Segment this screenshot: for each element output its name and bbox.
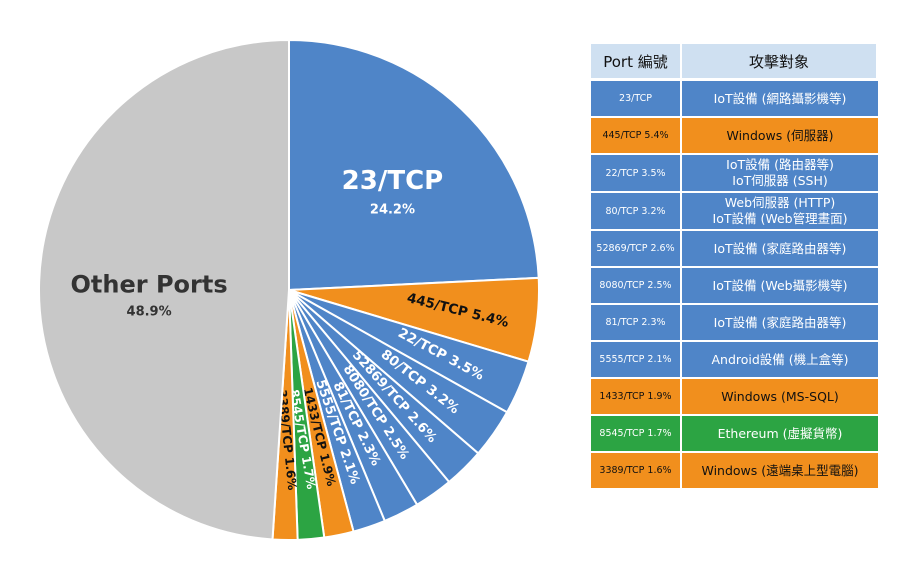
table-row: 8080/TCP 2.5% IoT設備 (Web攝影機等)	[591, 268, 878, 305]
port-cell: 3389/TCP 1.6%	[591, 453, 682, 490]
target-cell: IoT設備 (路由器等) IoT伺服器 (SSH)	[682, 155, 878, 193]
port-cell: 22/TCP 3.5%	[591, 155, 682, 193]
table-row: 3389/TCP 1.6% Windows (遠端桌上型電腦)	[591, 453, 878, 490]
table-body: 23/TCP IoT設備 (網路攝影機等) 445/TCP 5.4% Windows …	[591, 81, 878, 490]
table-header-row: Port 編號 攻擊對象	[591, 44, 878, 81]
target-line: IoT伺服器 (SSH)	[732, 173, 828, 188]
target-cell: Windows (遠端桌上型電腦)	[682, 453, 878, 490]
port-cell: 5555/TCP 2.1%	[591, 342, 682, 379]
port-cell: 52869/TCP 2.6%	[591, 231, 682, 268]
target-cell: IoT設備 (Web攝影機等)	[682, 268, 878, 305]
target-line: IoT設備 (網路攝影機等)	[713, 90, 847, 106]
target-cell: IoT設備 (家庭路由器等)	[682, 231, 878, 268]
pie-slice	[288, 38, 540, 292]
table-row: 52869/TCP 2.6% IoT設備 (家庭路由器等)	[591, 231, 878, 268]
port-cell: 80/TCP 3.2%	[591, 193, 682, 231]
table-row: 23/TCP IoT設備 (網路攝影機等)	[591, 81, 878, 118]
target-cell: Web伺服器 (HTTP) IoT設備 (Web管理畫面)	[682, 193, 878, 231]
slice-label-group: 23/TCP 24.2%	[342, 166, 444, 218]
port-cell: 8080/TCP 2.5%	[591, 268, 682, 305]
target-cell: IoT設備 (家庭路由器等)	[682, 305, 878, 342]
target-cell: Windows (伺服器)	[682, 118, 878, 155]
header-target: 攻擊對象	[682, 44, 878, 81]
table-row: 1433/TCP 1.9% Windows (MS-SQL)	[591, 379, 878, 416]
target-cell: Ethereum (虛擬貨幣)	[682, 416, 878, 453]
table-row: 81/TCP 2.3% IoT設備 (家庭路由器等)	[591, 305, 878, 342]
slice-label: Other Ports	[71, 270, 228, 298]
target-line: Android設備 (機上盒等)	[711, 351, 849, 367]
pie-chart: 23/TCP 24.2% 445/TCP 5.4% 22/TCP 3.5% 80/TCP…	[38, 38, 540, 541]
port-cell: 81/TCP 2.3%	[591, 305, 682, 342]
target-line: Windows (遠端桌上型電腦)	[701, 462, 859, 478]
header-port: Port 編號	[591, 44, 682, 81]
target-cell: Android設備 (機上盒等)	[682, 342, 878, 379]
table-row: 5555/TCP 2.1% Android設備 (機上盒等)	[591, 342, 878, 379]
target-line: Windows (伺服器)	[726, 127, 834, 143]
slice-pct-label: 48.9%	[127, 304, 172, 319]
target-line: Ethereum (虛擬貨幣)	[717, 425, 843, 441]
port-table: Port 編號 攻擊對象 23/TCP IoT設備 (網路攝影機等) 445/TCP…	[591, 44, 878, 490]
slice-label: 23/TCP	[342, 166, 444, 196]
table-row: 445/TCP 5.4% Windows (伺服器)	[591, 118, 878, 155]
target-line: IoT設備 (Web管理畫面)	[712, 211, 848, 226]
port-cell: 23/TCP	[591, 81, 682, 118]
pie-slice	[38, 38, 290, 541]
slice-pct-label: 24.2%	[370, 202, 415, 217]
target-cell: Windows (MS-SQL)	[682, 379, 878, 416]
table-row: 8545/TCP 1.7% Ethereum (虛擬貨幣)	[591, 416, 878, 453]
target-line: IoT設備 (Web攝影機等)	[712, 277, 848, 293]
target-line: IoT設備 (家庭路由器等)	[713, 240, 847, 256]
table-row: 22/TCP 3.5% IoT設備 (路由器等) IoT伺服器 (SSH)	[591, 155, 878, 193]
target-line: IoT設備 (路由器等)	[726, 157, 834, 172]
slice-label-group: Other Ports 48.9%	[71, 270, 228, 319]
target-line: IoT設備 (家庭路由器等)	[713, 314, 847, 330]
target-cell: IoT設備 (網路攝影機等)	[682, 81, 878, 118]
table-row: 80/TCP 3.2% Web伺服器 (HTTP) IoT設備 (Web管理畫面)	[591, 193, 878, 231]
port-cell: 445/TCP 5.4%	[591, 118, 682, 155]
port-cell: 8545/TCP 1.7%	[591, 416, 682, 453]
target-line: Windows (MS-SQL)	[721, 388, 839, 404]
port-cell: 1433/TCP 1.9%	[591, 379, 682, 416]
target-line: Web伺服器 (HTTP)	[724, 195, 836, 210]
